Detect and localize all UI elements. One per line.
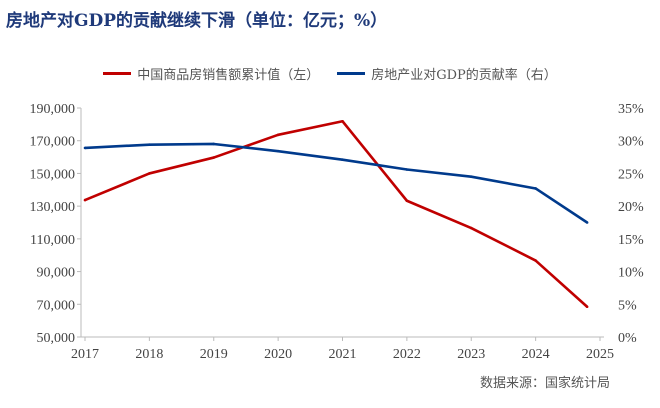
- data-point-contribution: [83, 146, 87, 150]
- left-axis-tick-label: 70,000: [37, 298, 76, 313]
- right-axis-tick-label: 10%: [618, 266, 644, 281]
- x-axis-tick-label: 2017: [71, 347, 99, 362]
- data-point-contribution: [212, 142, 216, 146]
- legend-label-sales: 中国商品房销售额累计值（左）: [137, 68, 320, 83]
- series-line-contribution: [84, 142, 588, 224]
- data-point-contribution: [276, 149, 280, 153]
- right-axis-tick-label: 5%: [618, 298, 637, 313]
- right-axis-tick-label: 0%: [618, 331, 637, 346]
- left-axis-tick-label: 90,000: [37, 266, 76, 281]
- x-axis-tick-label: 2020: [264, 347, 292, 362]
- data-point-contribution: [405, 168, 409, 171]
- data-point-sales: [534, 259, 537, 262]
- legend-swatch-sales: [103, 72, 132, 75]
- right-axis-tick-label: 25%: [618, 167, 644, 182]
- data-point-sales: [585, 305, 589, 309]
- x-axis-tick-label: 2024: [522, 347, 550, 362]
- right-axis-tick-label: 35%: [618, 102, 644, 117]
- legend: 中国商品房销售额累计值（左） 房地产业对GDP的贡献率（右）: [0, 64, 660, 83]
- data-point-sales: [148, 172, 151, 175]
- legend-item-contribution: 房地产业对GDP的贡献率（右）: [337, 64, 557, 83]
- left-axis-tick-label: 130,000: [30, 200, 76, 215]
- data-point-sales: [83, 198, 87, 202]
- data-point-sales: [276, 133, 280, 137]
- x-axis-tick-label: 2021: [329, 347, 357, 362]
- legend-swatch-contribution: [337, 72, 366, 75]
- data-point-sales: [341, 119, 344, 123]
- data-point-contribution: [469, 175, 473, 178]
- right-axis-tick-label: 30%: [618, 135, 644, 150]
- data-point-sales: [405, 199, 409, 203]
- x-axis-tick-label: 2018: [135, 347, 163, 362]
- series-line-sales: [84, 119, 588, 308]
- data-point-contribution: [585, 221, 589, 224]
- x-axis-tick-label: 2019: [200, 347, 228, 362]
- data-point-sales: [469, 226, 473, 230]
- left-axis-tick-label: 50,000: [37, 331, 76, 346]
- x-axis-tick-label: 2023: [457, 347, 485, 362]
- source-note: 数据来源：国家统计局: [480, 376, 611, 391]
- x-axis-tick-label: 2022: [393, 347, 421, 362]
- data-point-contribution: [148, 143, 151, 146]
- right-axis-tick-label: 20%: [618, 200, 644, 215]
- right-axis-tick-label: 15%: [618, 233, 644, 248]
- data-point-contribution: [341, 158, 344, 161]
- legend-label-contribution: 房地产业对GDP的贡献率（右）: [371, 68, 557, 83]
- data-point-sales: [212, 156, 216, 159]
- x-axis-tick-label: 2025: [586, 347, 614, 362]
- data-point-contribution: [534, 187, 537, 190]
- legend-item-sales: 中国商品房销售额累计值（左）: [103, 64, 319, 83]
- left-axis-tick-label: 110,000: [30, 233, 75, 248]
- left-axis-tick-label: 150,000: [30, 167, 76, 182]
- left-axis-tick-label: 170,000: [30, 135, 76, 150]
- chart-title: 房地产对GDP的贡献继续下滑（单位：亿元；%）: [6, 11, 388, 31]
- left-axis-tick-label: 190,000: [30, 102, 76, 117]
